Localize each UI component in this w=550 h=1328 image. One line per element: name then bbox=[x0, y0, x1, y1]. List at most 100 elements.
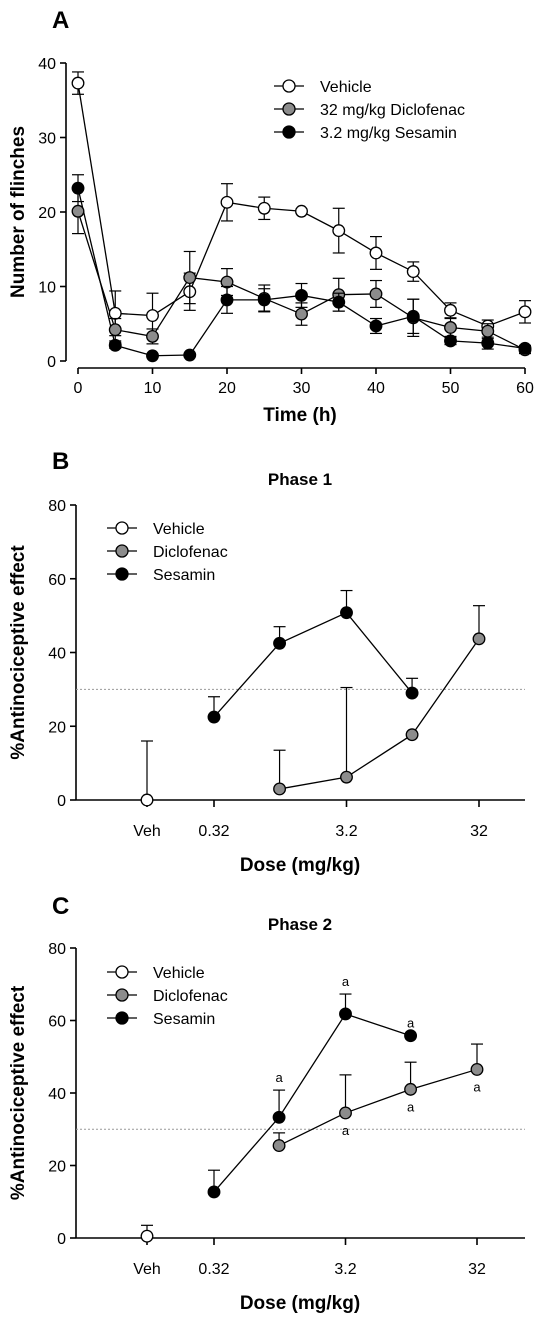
x-tick-label: 10 bbox=[144, 380, 162, 397]
legend-marker-vehicle bbox=[115, 521, 129, 535]
x-axis-title: Dose (mg/kg) bbox=[240, 1293, 360, 1314]
data-point-diclofenac bbox=[405, 728, 419, 742]
x-tick-label: 32 bbox=[468, 1261, 486, 1278]
data-point-vehicle bbox=[220, 195, 234, 209]
panel-title: Phase 2 bbox=[268, 915, 332, 934]
data-point-sesamin bbox=[108, 338, 122, 352]
data-point-diclofenac bbox=[272, 1139, 286, 1153]
data-point-sesamin bbox=[332, 295, 346, 309]
y-tick-label: 40 bbox=[48, 1086, 66, 1103]
series-sesamin bbox=[213, 611, 413, 718]
x-tick-label: 30 bbox=[293, 380, 311, 397]
panel-letter: C bbox=[52, 893, 69, 920]
significance-label: a bbox=[342, 974, 350, 989]
y-axis-title: %Antinociceptive effect bbox=[8, 985, 29, 1200]
legend-label-sesamin: Sesamin bbox=[153, 567, 215, 584]
x-tick-label: 0 bbox=[74, 380, 83, 397]
x-tick-label: 0.32 bbox=[198, 823, 229, 840]
data-point-diclofenac bbox=[472, 632, 486, 646]
series-line-diclofenac bbox=[279, 638, 480, 790]
y-tick-label: 0 bbox=[57, 793, 66, 810]
legend-marker-diclofenac bbox=[115, 988, 129, 1002]
y-tick-label: 20 bbox=[38, 205, 56, 222]
y-tick-label: 0 bbox=[47, 354, 56, 371]
data-point-diclofenac bbox=[481, 324, 495, 338]
data-point-sesamin bbox=[444, 334, 457, 348]
data-point-sesamin bbox=[518, 341, 532, 355]
x-axis-title: Time (h) bbox=[263, 405, 337, 426]
data-point-vehicle bbox=[140, 1229, 154, 1243]
significance-label: a bbox=[342, 1123, 350, 1138]
y-tick-label: 40 bbox=[48, 646, 66, 663]
y-axis-title: Number of flinches bbox=[8, 126, 29, 298]
data-point-sesamin bbox=[207, 1185, 221, 1199]
data-point-vehicle bbox=[444, 303, 457, 317]
data-point-sesamin bbox=[369, 319, 383, 333]
x-tick-label: 20 bbox=[218, 380, 236, 397]
data-point-diclofenac bbox=[273, 782, 287, 796]
y-tick-label: 60 bbox=[48, 1014, 66, 1031]
data-point-diclofenac bbox=[444, 321, 457, 334]
x-tick-label: 32 bbox=[470, 823, 488, 840]
data-point-diclofenac bbox=[108, 323, 122, 337]
legend-label-sesamin: Sesamin bbox=[153, 1011, 215, 1028]
x-axis-title: Dose (mg/kg) bbox=[240, 855, 360, 876]
data-point-sesamin bbox=[481, 336, 495, 350]
legend-marker-sesamin bbox=[282, 125, 296, 139]
legend-label-vehicle: Vehicle bbox=[153, 965, 205, 982]
panel-letter: B bbox=[52, 448, 69, 475]
legend-label-diclofenac: 32 mg/kg Diclofenac bbox=[320, 102, 465, 119]
series-diclofenac bbox=[279, 638, 480, 790]
y-tick-label: 40 bbox=[38, 56, 56, 73]
legend-label-vehicle: Vehicle bbox=[320, 79, 372, 96]
significance-label: a bbox=[407, 1099, 415, 1114]
data-point-vehicle bbox=[140, 793, 154, 807]
data-point-vehicle bbox=[332, 224, 346, 238]
data-point-diclofenac bbox=[339, 1106, 352, 1120]
panel-letter: A bbox=[52, 7, 69, 34]
data-point-sesamin bbox=[146, 349, 159, 363]
series-diclofenac bbox=[77, 211, 526, 351]
legend-label-diclofenac: Diclofenac bbox=[153, 988, 228, 1005]
legend-marker-sesamin bbox=[115, 567, 129, 581]
data-point-diclofenac bbox=[340, 770, 353, 784]
data-point-vehicle bbox=[369, 246, 383, 260]
significance-label: a bbox=[407, 1016, 415, 1031]
data-point-sesamin bbox=[272, 1110, 286, 1124]
legend-label-sesamin: 3.2 mg/kg Sesamin bbox=[320, 125, 457, 142]
significance-label: a bbox=[275, 1070, 283, 1085]
y-tick-label: 30 bbox=[38, 131, 56, 148]
panel-a: A 0 10 20 30 40 0 10 20 30 40 50 60 Time (h) Number of… bbox=[8, 7, 534, 426]
data-point-diclofenac bbox=[470, 1062, 484, 1076]
x-tick-label: 0.32 bbox=[198, 1261, 229, 1278]
x-tick-label: 3.2 bbox=[335, 823, 357, 840]
x-tick-label: 40 bbox=[367, 380, 385, 397]
data-point-vehicle bbox=[518, 305, 532, 319]
data-point-sesamin bbox=[340, 606, 353, 620]
data-point-diclofenac bbox=[295, 307, 308, 321]
series-line-diclofenac bbox=[77, 211, 526, 351]
data-point-vehicle bbox=[295, 204, 308, 218]
legend-marker-vehicle bbox=[115, 965, 129, 979]
data-point-sesamin bbox=[207, 710, 221, 724]
data-point-diclofenac bbox=[183, 271, 197, 285]
panel-c: C Phase 2 0 20 40 60 80 Veh 0.32 3.2 32 Dose (mg/kg… bbox=[8, 893, 525, 1314]
series-sesamin bbox=[213, 1013, 411, 1193]
legend-marker-vehicle bbox=[282, 79, 296, 93]
series-line-sesamin bbox=[213, 611, 413, 718]
panel-title: Phase 1 bbox=[268, 470, 332, 489]
data-point-diclofenac bbox=[404, 1082, 418, 1096]
y-tick-label: 80 bbox=[48, 498, 66, 515]
data-point-sesamin bbox=[220, 293, 234, 307]
x-tick-label: 50 bbox=[442, 380, 460, 397]
legend-marker-diclofenac bbox=[115, 544, 129, 558]
data-point-vehicle bbox=[71, 76, 85, 90]
data-point-diclofenac bbox=[369, 287, 383, 301]
x-tick-label: 60 bbox=[516, 380, 534, 397]
data-point-sesamin bbox=[295, 288, 308, 302]
legend-marker-diclofenac bbox=[282, 102, 296, 116]
data-point-sesamin bbox=[404, 1029, 418, 1043]
data-point-sesamin bbox=[273, 636, 287, 650]
data-point-sesamin bbox=[183, 348, 197, 362]
